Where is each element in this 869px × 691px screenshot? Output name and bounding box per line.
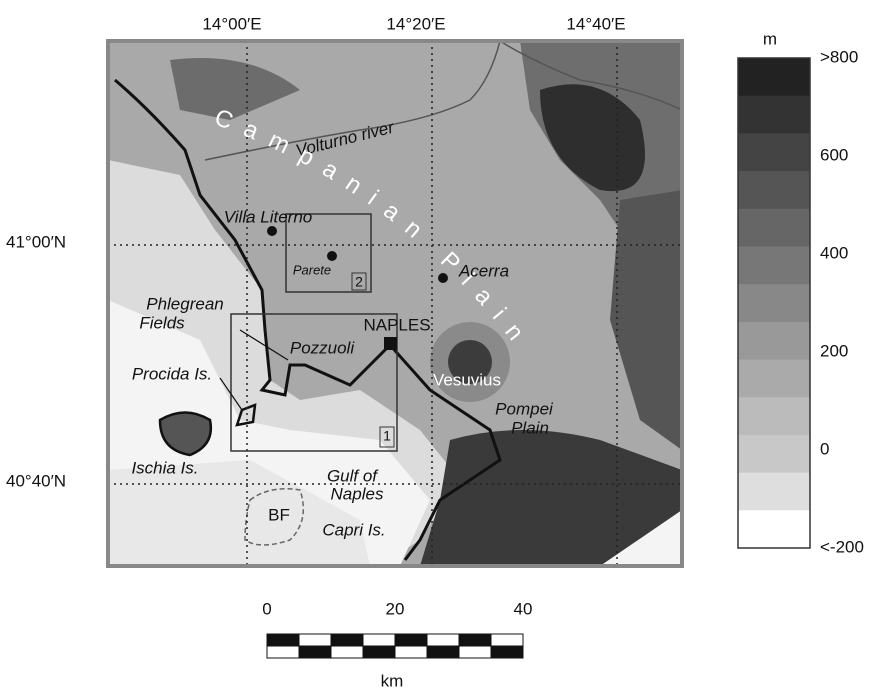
longitude-label: 14°00′E <box>202 14 261 33</box>
place-label: BF <box>268 505 290 524</box>
colorbar-label: <-200 <box>820 537 864 556</box>
place-label: Pozzuoli <box>290 338 355 357</box>
scale-cell <box>459 646 491 658</box>
scale-cell <box>267 646 299 658</box>
scale-label: 40 <box>514 599 533 618</box>
colorbar-band <box>738 171 810 209</box>
place-label: Procida Is. <box>132 364 212 383</box>
longitude-label: 14°20′E <box>386 14 445 33</box>
place-label: 2 <box>355 274 363 290</box>
place-label: 1 <box>383 428 391 444</box>
colorbar-band <box>738 209 810 247</box>
colorbar-label: 200 <box>820 341 848 360</box>
colorbar-label: 400 <box>820 243 848 262</box>
scale-cell <box>459 634 491 646</box>
scale-bar <box>267 634 523 658</box>
scale-cell <box>491 634 523 646</box>
colorbar-band <box>738 133 810 171</box>
place-label: Vesuvius <box>433 370 501 389</box>
scale-cell <box>427 646 459 658</box>
colorbar-band <box>738 58 810 96</box>
place-label: NAPLES <box>363 315 430 334</box>
scale-cell <box>299 634 331 646</box>
colorbar-label: 0 <box>820 439 829 458</box>
scale-cell <box>267 634 299 646</box>
latitude-label: 40°40′N <box>6 471 66 490</box>
colorbar-band <box>738 284 810 322</box>
colorbar-band <box>738 360 810 398</box>
scale-cell <box>331 646 363 658</box>
colorbar: >800 600 400 200 0 <-200 <box>738 47 864 556</box>
colorbar-band <box>738 322 810 360</box>
colorbar-label: 600 <box>820 145 848 164</box>
scale-cell <box>395 646 427 658</box>
colorbar-band <box>738 473 810 511</box>
colorbar-unit: m <box>763 29 777 48</box>
place-label: Naples <box>331 484 384 503</box>
colorbar-label: >800 <box>820 47 858 66</box>
place-label: Pompei <box>495 399 554 418</box>
colorbar-band <box>738 510 810 548</box>
latitude-label: 41°00′N <box>6 232 66 251</box>
map-figure: 14°00′E 14°20′E 14°40′E 41°00′N 40°40′N … <box>0 0 869 691</box>
colorbar-band <box>738 397 810 435</box>
scale-cell <box>331 634 363 646</box>
colorbar-band <box>738 96 810 134</box>
place-label: Acerra <box>458 261 509 280</box>
colorbar-band <box>738 246 810 284</box>
colorbar-band <box>738 435 810 473</box>
scale-cell <box>491 646 523 658</box>
scale-unit: km <box>381 671 404 690</box>
scale-cell <box>299 646 331 658</box>
place-label: Phlegrean <box>146 294 224 313</box>
scale-cell <box>363 646 395 658</box>
place-label: Parete <box>293 262 331 277</box>
longitude-label: 14°40′E <box>566 14 625 33</box>
place-label: Ischia Is. <box>131 458 198 477</box>
place-label: Plain <box>511 418 549 437</box>
scale-label: 20 <box>386 599 405 618</box>
scale-cell <box>363 634 395 646</box>
place-label: Capri Is. <box>322 520 385 539</box>
scale-cell <box>427 634 459 646</box>
scale-cell <box>395 634 427 646</box>
scale-label: 0 <box>262 599 271 618</box>
place-label: Fields <box>139 313 185 332</box>
place-label: Villa Literno <box>224 207 313 226</box>
place-label: Gulf of <box>327 466 379 485</box>
